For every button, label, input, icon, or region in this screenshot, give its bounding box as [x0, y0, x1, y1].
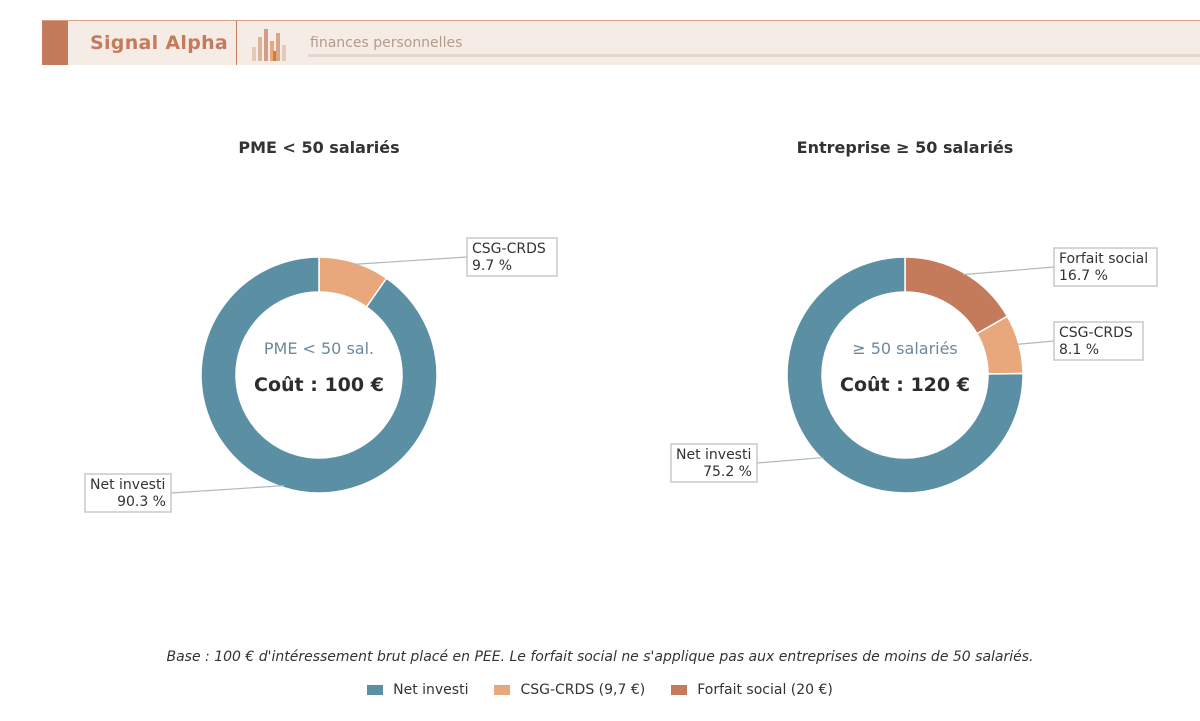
legend-swatch: [367, 685, 384, 695]
legend-label: Forfait social (20 €): [697, 682, 833, 698]
callout-box: [84, 473, 172, 513]
callout-label: Net investi: [90, 477, 165, 493]
leader-line: [756, 456, 824, 464]
slice-net-investi[interactable]: [200, 256, 438, 494]
callout-percent: 8.1 %: [1059, 342, 1099, 358]
legend-label: CSG-CRDS (9,7 €): [520, 682, 646, 698]
callout-box: [1053, 247, 1158, 287]
chart-title: PME < 50 salariés: [238, 138, 399, 157]
donut-chart-2: Entreprise ≥ 50 salariés Forfait social16…: [670, 138, 1158, 494]
legend-swatch: [671, 685, 688, 695]
tagline: finances personnelles: [310, 35, 463, 51]
callout-label: Forfait social: [1059, 251, 1148, 267]
callout-label: CSG-CRDS: [1059, 325, 1133, 341]
slice-net-investi[interactable]: [786, 256, 1024, 494]
bar-chart-logo-icon: [252, 29, 286, 61]
donut-center-total: Coût : 120 €: [840, 374, 970, 396]
callout-box: [1053, 321, 1144, 361]
callout-box: [670, 443, 758, 483]
leader-line: [353, 256, 468, 265]
legend-swatch: [494, 685, 511, 695]
callout-label: CSG-CRDS: [472, 241, 546, 257]
brand-separator: [236, 21, 237, 65]
tagline-rule: [308, 54, 1200, 57]
callout-box: [466, 237, 558, 277]
brand-name[interactable]: Signal Alpha: [90, 32, 229, 54]
donut-center-total: Coût : 100 €: [254, 374, 384, 396]
callout-percent: 75.2 %: [703, 464, 752, 480]
donut-center-label: ≥ 50 salariés: [852, 339, 958, 358]
legend-label: Net investi: [393, 682, 469, 698]
site-banner: Signal Alpha finances personnelles: [42, 20, 1200, 65]
callout-label: Net investi: [676, 447, 751, 463]
callout-percent: 90.3 %: [117, 494, 166, 510]
legend-item-csg-crds-9-7[interactable]: CSG-CRDS (9,7 €): [494, 682, 645, 698]
brand-color-block: [42, 21, 68, 65]
chart-caption: Base : 100 € d'intéressement brut placé …: [166, 649, 1034, 665]
legend-item-net-investi[interactable]: Net investi: [367, 682, 468, 698]
callout-percent: 16.7 %: [1059, 268, 1108, 284]
leader-line: [1016, 340, 1055, 345]
slice-forfait-social[interactable]: [904, 256, 1009, 335]
chart-title: Entreprise ≥ 50 salariés: [797, 138, 1014, 157]
callout-percent: 9.7 %: [472, 258, 512, 274]
legend-item-forfait-social-20[interactable]: Forfait social (20 €): [671, 682, 833, 698]
chart-legend: Net investi CSG-CRDS (9,7 €) Forfait socia…: [0, 682, 1200, 698]
leader-line: [963, 266, 1055, 276]
leader-line: [170, 485, 285, 494]
donut-center-label: PME < 50 sal.: [264, 339, 374, 358]
